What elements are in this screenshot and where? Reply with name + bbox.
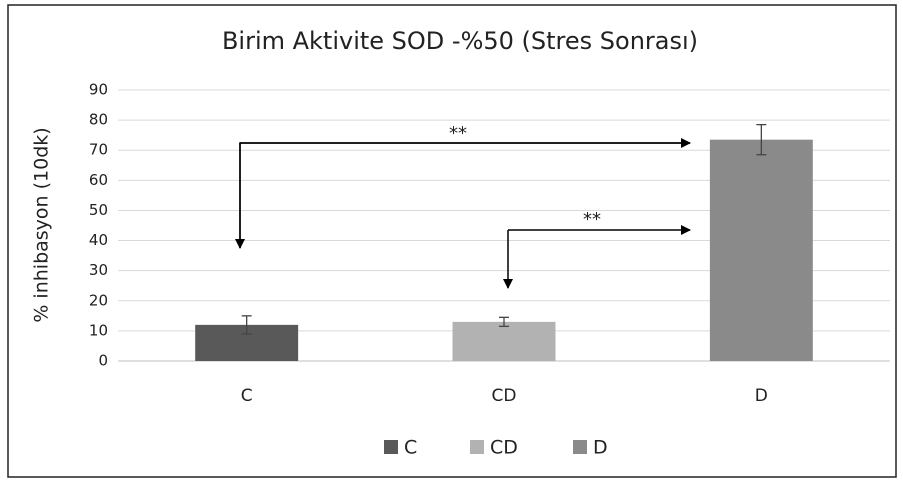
y-tick-label: 30 — [89, 261, 108, 279]
x-tick-label: C — [241, 386, 253, 406]
error-bar — [499, 316, 509, 328]
annotation: ** — [583, 209, 601, 230]
legend-swatch — [384, 440, 398, 454]
y-tick-label: 20 — [89, 291, 108, 309]
y-tick-label: 60 — [89, 171, 108, 189]
annotation-arrows — [235, 138, 691, 289]
bar — [452, 321, 556, 361]
x-tick-label: CD — [492, 386, 517, 406]
y-tick-label: 0 — [98, 352, 108, 370]
legend-label: CD — [490, 437, 518, 459]
annotation: ** — [449, 123, 467, 144]
plot-area: 0 10 20 30 40 50 60 70 80 90 C CD D — [89, 81, 890, 406]
legend-swatch — [470, 440, 484, 454]
legend-swatch — [573, 440, 587, 454]
bar — [709, 139, 813, 361]
y-tick-label: 50 — [89, 201, 108, 219]
legend-label: D — [593, 437, 608, 459]
error-bar — [756, 123, 767, 156]
y-tick-label: 80 — [89, 111, 108, 129]
y-tick-label: 90 — [89, 81, 108, 99]
error-bar — [241, 315, 252, 335]
chart-title: Birim Aktivite SOD -%50 (Stres Sonrası) — [222, 27, 698, 55]
x-tick-label: D — [755, 386, 768, 406]
y-axis-label: % inhibasyon (10dk) — [31, 127, 53, 322]
y-tick-label: 40 — [89, 231, 108, 249]
y-tick-label: 70 — [89, 141, 108, 159]
y-tick-label: 10 — [89, 321, 108, 339]
legend-label: C — [404, 437, 417, 459]
